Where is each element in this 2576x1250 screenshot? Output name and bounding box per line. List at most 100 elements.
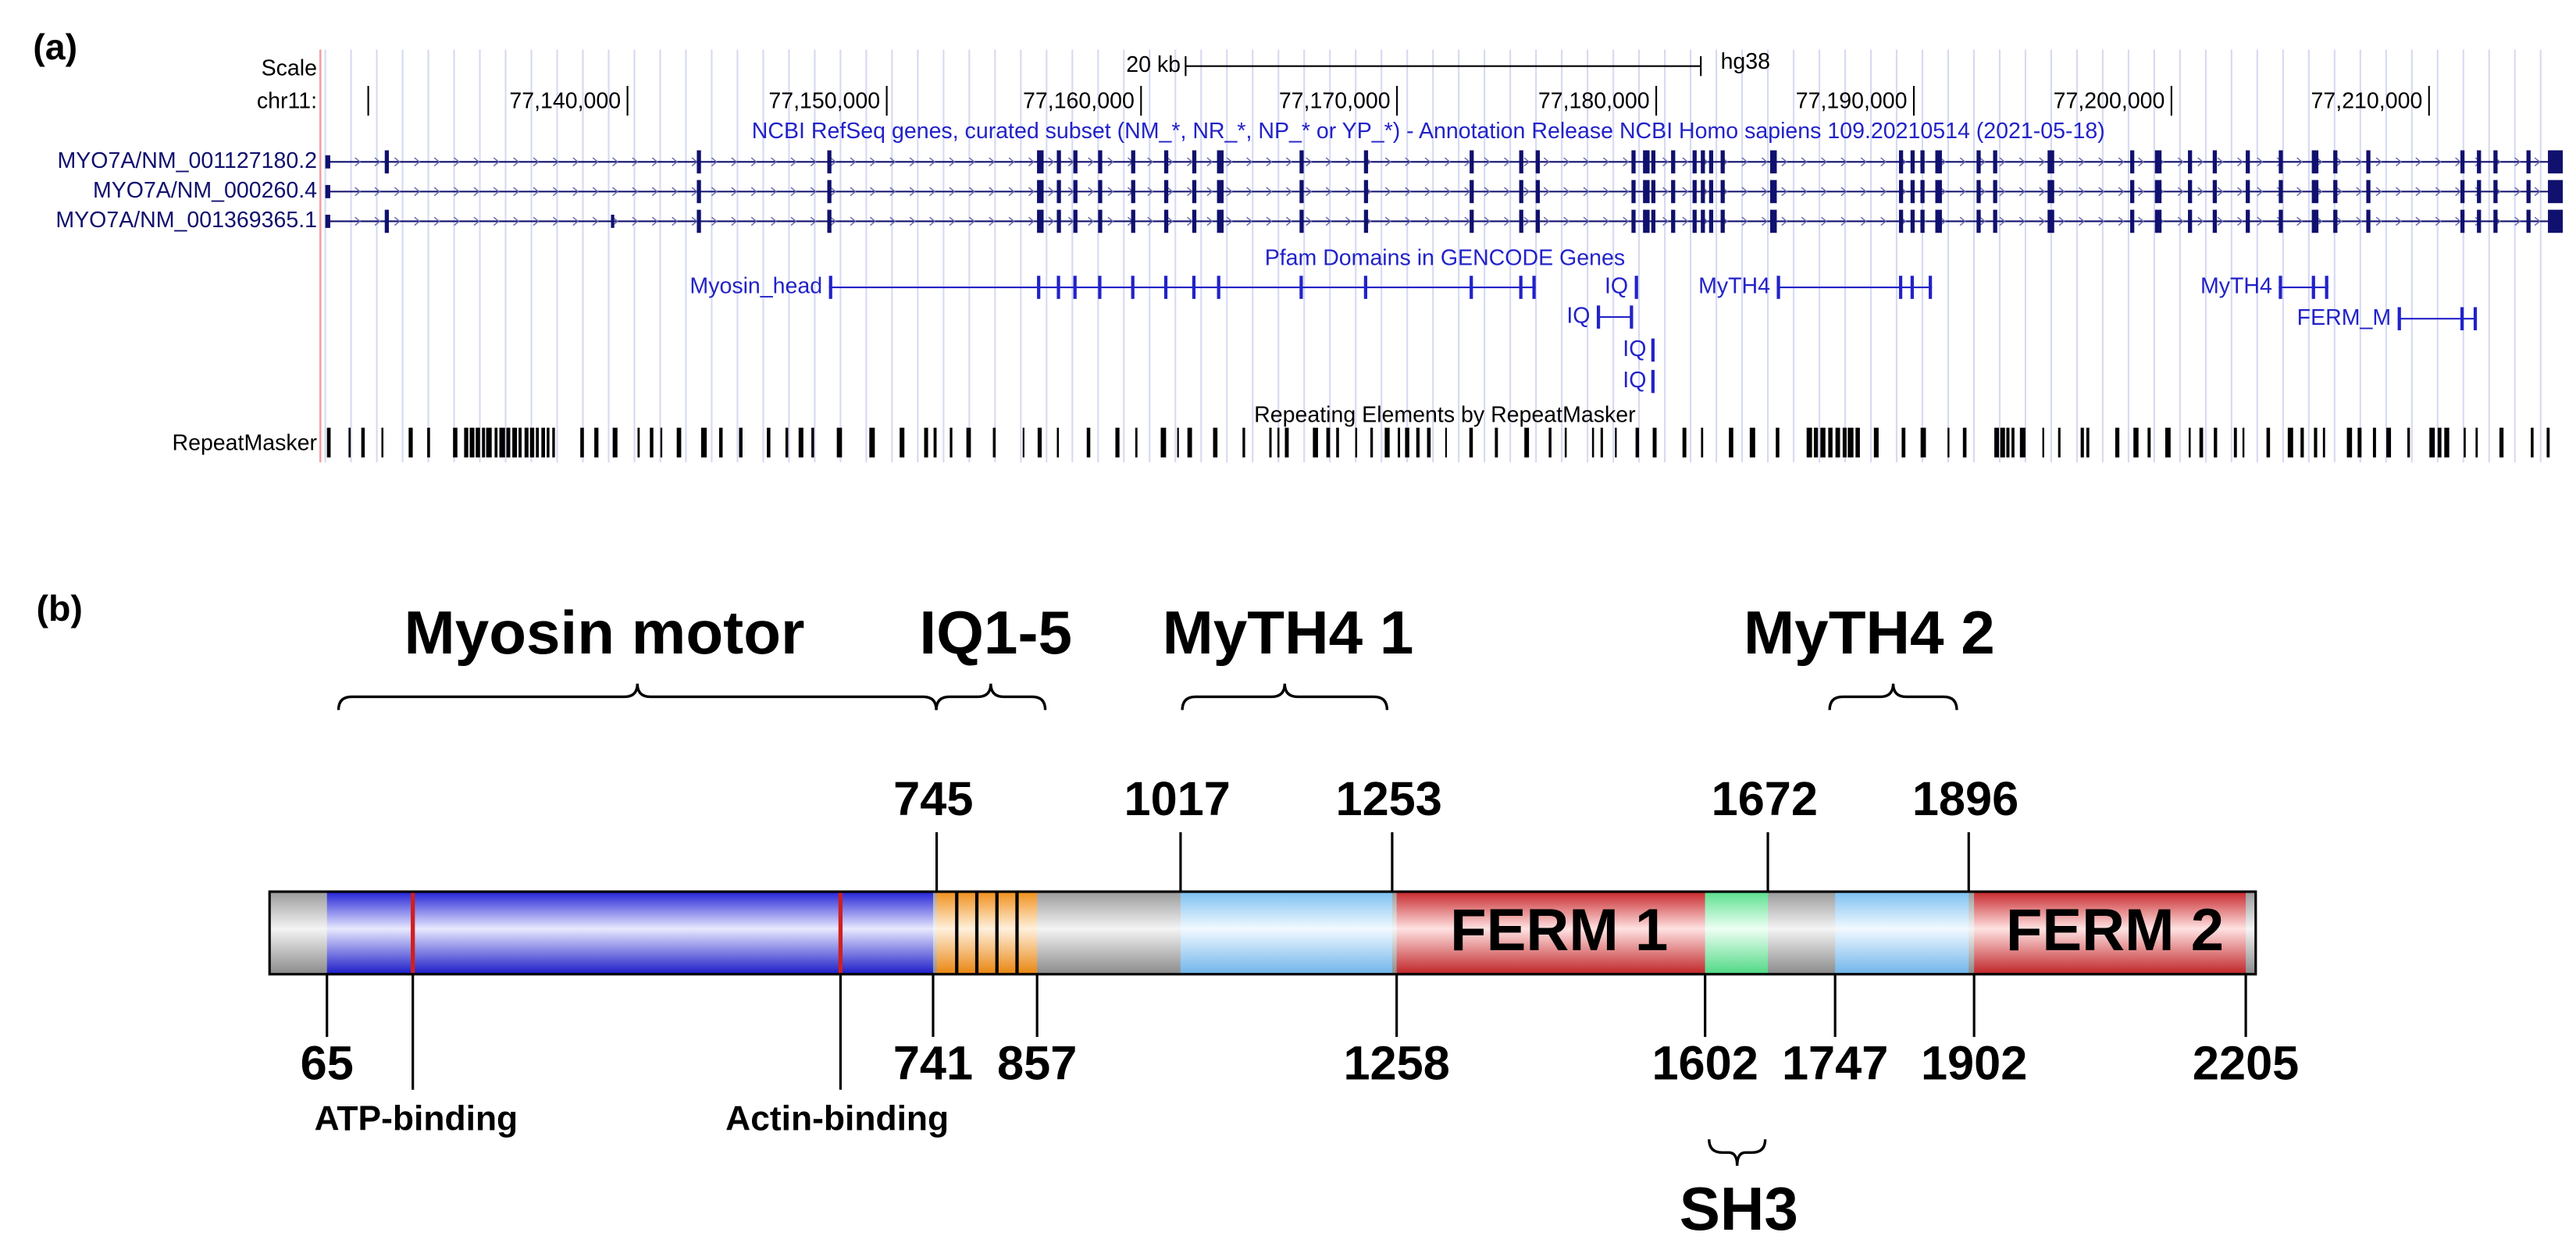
strand-arrow [2396, 187, 2402, 197]
strand-arrow [1543, 187, 1550, 197]
strand-arrow [1444, 216, 1451, 226]
exon [1701, 180, 1705, 204]
strand-arrow [2514, 187, 2521, 197]
strand-arrow [909, 187, 916, 197]
repeat [676, 427, 682, 458]
strand-arrow [1523, 216, 1530, 226]
repeat [1548, 427, 1552, 458]
repeat [785, 427, 789, 458]
repeat [2058, 427, 2061, 458]
strand-arrow [1781, 157, 1788, 167]
repeat [1427, 427, 1431, 458]
strand-arrow [1345, 187, 1352, 197]
repeat [1524, 427, 1530, 458]
repeat [453, 427, 458, 458]
repeat [552, 427, 555, 458]
strand-arrow [651, 157, 658, 167]
strand-arrow [989, 216, 996, 226]
repeat [2386, 427, 2392, 458]
strand-arrow [929, 157, 936, 167]
strand-arrow [493, 187, 500, 197]
strand-arrow [750, 157, 757, 167]
repeat [2407, 427, 2410, 458]
coord-label: 77,150,000 [768, 89, 880, 114]
domain-title: MyTH4 1 [1163, 598, 1414, 667]
exon [697, 180, 701, 204]
strand-arrow [850, 187, 857, 197]
strand-arrow [1979, 157, 1986, 167]
repeat [1398, 427, 1401, 458]
repeat [1901, 427, 1906, 458]
repeat [950, 427, 953, 458]
position-label: 1253 [1335, 771, 1441, 825]
strand-arrow [394, 216, 401, 226]
repeat [2531, 427, 2534, 458]
exon [2188, 209, 2193, 233]
exon [1720, 180, 1725, 204]
position-label: 1672 [1712, 771, 1818, 825]
strand-arrow [2534, 187, 2541, 197]
strand-arrow [1246, 187, 1253, 197]
scale-label: Scale [262, 55, 317, 80]
strand-arrow [2514, 216, 2521, 226]
repeat [381, 427, 383, 458]
exon [2493, 180, 2498, 204]
pfam-exon [1073, 276, 1077, 299]
strand-arrow [1088, 187, 1095, 197]
strand-arrow [1623, 187, 1630, 197]
repeat [1115, 427, 1120, 458]
repeat [482, 427, 486, 458]
pfam-exon [1910, 276, 1914, 299]
exon [2366, 180, 2371, 204]
strand-arrow [572, 187, 579, 197]
strand-arrow [2435, 157, 2442, 167]
exon [2460, 209, 2465, 233]
repeat [2357, 427, 2362, 458]
exon [2548, 209, 2564, 233]
repeat [427, 427, 430, 458]
strand-arrow [1028, 187, 1035, 197]
repeat [836, 427, 843, 458]
scale-bar [1185, 55, 1702, 77]
strand-arrow [592, 216, 599, 226]
exon [1976, 150, 1981, 174]
exon [1073, 150, 1078, 174]
exon [2278, 209, 2283, 233]
strand-arrow [2237, 187, 2243, 197]
domain-title: Myosin motor [404, 598, 805, 667]
exon [1073, 209, 1078, 233]
pfam-exon [1299, 276, 1303, 299]
strand-arrow [2217, 187, 2224, 197]
repeat [469, 427, 475, 458]
strand-arrow [869, 216, 876, 226]
strand-arrow [632, 157, 639, 167]
strand-arrow [2177, 187, 2184, 197]
strand-arrow [968, 157, 975, 167]
domain-title: MyTH4 2 [1744, 598, 1995, 667]
strand-arrow [1840, 187, 1847, 197]
repeat [547, 427, 550, 458]
repeat [811, 427, 814, 458]
exon [1708, 209, 1714, 233]
strand-arrow [1583, 216, 1590, 226]
strand-arrow [711, 157, 718, 167]
exon [2047, 209, 2054, 233]
exon [1720, 209, 1725, 233]
exon [1993, 180, 1997, 204]
exon [2188, 150, 2193, 174]
exon [2333, 150, 2338, 174]
strand-arrow [433, 187, 440, 197]
repeat [1177, 427, 1179, 458]
exon [2548, 180, 2564, 204]
strand-arrow [2534, 157, 2541, 167]
strand-arrow [2257, 216, 2264, 226]
pfam-label: IQ [1566, 304, 1590, 329]
repeat [798, 427, 803, 458]
myth4-domain [1835, 892, 1969, 974]
repeat [739, 427, 743, 458]
strand-arrow [2336, 157, 2343, 167]
strand-arrow [493, 157, 500, 167]
strand-arrow [1444, 157, 1451, 167]
exon [1770, 209, 1777, 233]
strand-arrow [2058, 187, 2065, 197]
